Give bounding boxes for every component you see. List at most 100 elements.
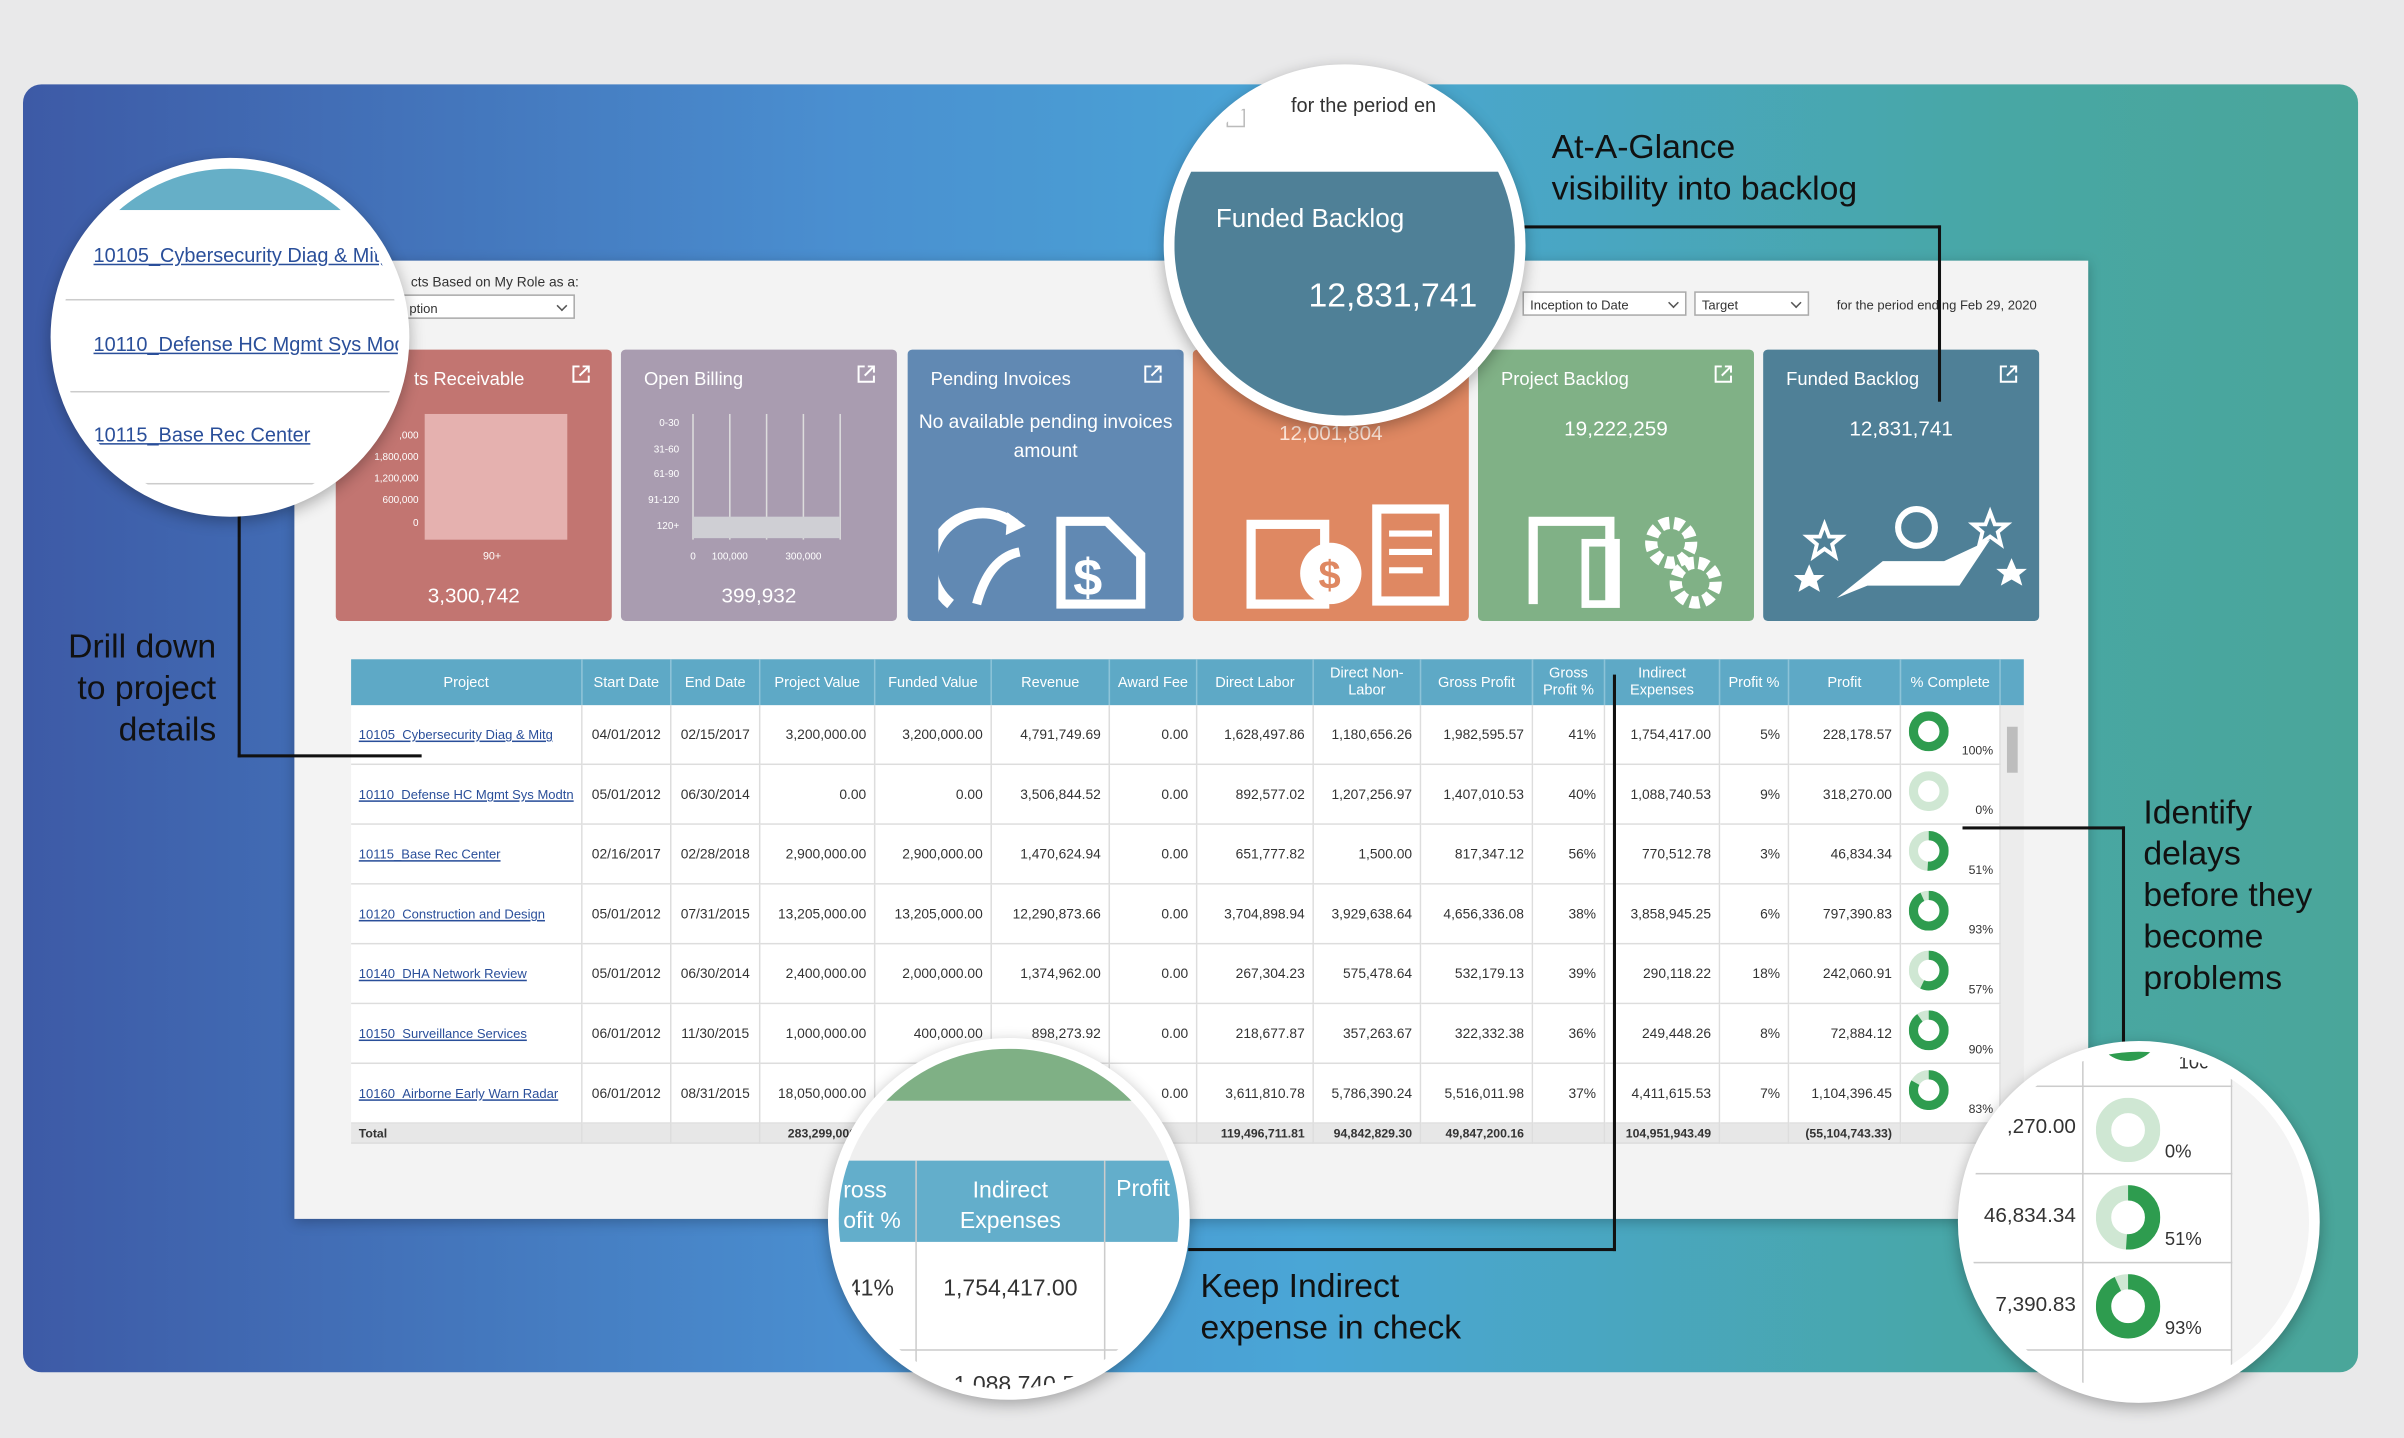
tile[interactable]: Funded Backlog 12,831,741 xyxy=(1763,349,2040,621)
building-icon: $ xyxy=(1246,504,1449,609)
tile-title: ts Receivable xyxy=(413,367,525,390)
project-link[interactable]: 10110_Defense HC Mgmt Sys Modtr xyxy=(93,332,410,356)
zoom-complete-label: 0% xyxy=(2164,1140,2192,1163)
table-cell: 11/30/2015 xyxy=(671,1004,761,1065)
cell-text: 318,270.00 xyxy=(1822,786,1892,802)
external-link-icon[interactable] xyxy=(857,365,875,383)
table-cell: 02/15/2017 xyxy=(671,705,761,766)
project-link[interactable]: 10105_Cybersecurity Diag & Mitg xyxy=(358,726,553,743)
project-link[interactable]: 10115_Base Rec Center xyxy=(358,846,501,862)
table-cell: 1,470,624.94 xyxy=(991,824,1111,885)
donut-value xyxy=(1908,1070,1949,1111)
project-link[interactable]: 10160_Airborne Early Warn Radar xyxy=(358,1085,559,1101)
total-cell: 49,847,200.16 xyxy=(1421,1123,1534,1144)
table-cell: 41% xyxy=(1533,705,1606,766)
cell-text: 3,200,000.00 xyxy=(902,726,983,743)
callout-line xyxy=(237,513,241,758)
table-cell: 267,304.23 xyxy=(1197,944,1314,1005)
chart-axis-label: 120+ xyxy=(656,521,680,533)
cell-text: 817,347.12 xyxy=(1454,846,1525,862)
period-select[interactable]: Inception to Date xyxy=(1522,291,1687,316)
col-divider xyxy=(2230,1051,2233,1393)
table-cell: 892,577.02 xyxy=(1197,765,1314,825)
callout-text: Drill down to project details xyxy=(68,627,217,749)
external-link-icon[interactable] xyxy=(1714,365,1732,383)
table-cell: 5,516,011.98 xyxy=(1421,1064,1534,1124)
cell-text: 1,374,962.00 xyxy=(1020,965,1101,982)
project-link[interactable]: 10115_Base Rec Center xyxy=(93,423,311,447)
table-cell: 322,332.38 xyxy=(1421,1004,1534,1065)
header-filler xyxy=(2000,659,2024,706)
external-link-icon[interactable] xyxy=(1999,365,2018,383)
table-cell: 0.00 xyxy=(1110,944,1198,1005)
row-divider xyxy=(1968,1349,2233,1351)
project-icon xyxy=(1528,516,1722,609)
table-cell: 5% xyxy=(1720,705,1790,766)
complete-label: 0% xyxy=(1975,803,1994,818)
complete-cell: 90% xyxy=(1901,1004,2001,1065)
table-cell: 3,200,000.00 xyxy=(760,705,876,766)
cell-text: 06/30/2014 xyxy=(680,786,750,802)
cell-text: 357,263.67 xyxy=(1343,1025,1413,1042)
callout-line xyxy=(1522,225,1942,229)
cell-text: 651,777.82 xyxy=(1235,846,1305,862)
scroll-thumb[interactable] xyxy=(2006,726,2018,773)
tile[interactable]: Open Billing 0-30 31-60 61-90 91-120 120+ 0 10… xyxy=(620,349,897,621)
table-cell: 3,929,638.64 xyxy=(1313,884,1422,945)
cell-text: 267,304.23 xyxy=(1235,965,1305,982)
callout-line xyxy=(1962,826,2126,830)
dollar-glyph: $ xyxy=(1319,554,1341,598)
table-cell: 10110_Defense HC Mgmt Sys Modtn xyxy=(351,765,583,825)
project-link[interactable]: 10120_Construction and Design xyxy=(358,906,545,922)
cell-text: 3,858,945.25 xyxy=(1630,906,1712,922)
project-link[interactable]: 10110_Defense HC Mgmt Sys Modtn xyxy=(358,786,574,802)
tile-value: 12,831,741 xyxy=(1849,417,1953,441)
cell-text: 1,207,256.97 xyxy=(1331,786,1413,802)
table-cell: 13,205,000.00 xyxy=(760,884,876,945)
cell-text: 3,200,000.00 xyxy=(785,726,867,743)
complete-cell: 0% xyxy=(1901,765,2001,825)
table-cell: 1,374,962.00 xyxy=(991,944,1111,1005)
row-divider xyxy=(1968,1261,2233,1264)
cell-text: 4,656,336.08 xyxy=(1443,906,1525,922)
callout-line xyxy=(2121,826,2126,1045)
cell-text: 290,118.22 xyxy=(1642,965,1712,982)
role-select[interactable]: ption xyxy=(401,294,575,319)
callout-line xyxy=(1937,225,1942,402)
total-cell: (55,104,743.33) xyxy=(1789,1123,1902,1144)
column-header: Revenue xyxy=(991,659,1111,706)
project-link[interactable]: 10105_Cybersecurity Diag & Mitg xyxy=(93,243,391,267)
external-link-icon[interactable] xyxy=(1144,365,1162,383)
column-header: End Date xyxy=(671,659,761,706)
cell-text: 0.00 xyxy=(1161,906,1189,922)
cell-text: 5,786,390.24 xyxy=(1331,1085,1413,1101)
tile[interactable]: Pending Invoices No available pending in… xyxy=(907,349,1184,621)
project-link[interactable]: 10140_DHA Network Review xyxy=(358,965,527,982)
table-cell: 36% xyxy=(1533,1004,1606,1065)
cell-text: 249,448.26 xyxy=(1641,1025,1712,1042)
project-link[interactable]: 10150_Surveillance Services xyxy=(358,1025,527,1042)
column-header: Direct Labor xyxy=(1197,659,1314,706)
chart-axis-label: 61-90 xyxy=(653,469,680,480)
target-select[interactable]: Target xyxy=(1694,291,1810,316)
external-link-icon[interactable] xyxy=(572,365,590,383)
cell-text: 898,273.92 xyxy=(1031,1025,1101,1042)
table-cell: 72,884.12 xyxy=(1789,1004,1902,1065)
table-cell: 06/30/2014 xyxy=(671,944,761,1005)
column-header: Gross Profit % xyxy=(1533,659,1606,706)
table-cell: 1,207,256.97 xyxy=(1313,765,1422,825)
dollar-glyph: $ xyxy=(1073,549,1102,607)
chart-axis-label: 1,800,000 xyxy=(374,452,419,464)
tile[interactable]: Project Backlog 19,222,259 xyxy=(1478,349,1754,621)
table-cell: 3% xyxy=(1720,824,1790,885)
zoom-col-header: Indirect Expenses xyxy=(959,1177,1061,1235)
chart-axis-label: 31-60 xyxy=(653,444,680,456)
zoom-amount: ,270.00 xyxy=(2006,1114,2076,1138)
cell-text: 06/01/2012 xyxy=(591,1025,661,1042)
column-header: Profit xyxy=(1789,659,1902,706)
column-header: Gross Profit xyxy=(1421,659,1534,706)
scroll-area xyxy=(2232,1051,2309,1393)
table-cell: 9% xyxy=(1720,765,1790,825)
role-label: cts Based on My Role as a: xyxy=(410,274,579,290)
